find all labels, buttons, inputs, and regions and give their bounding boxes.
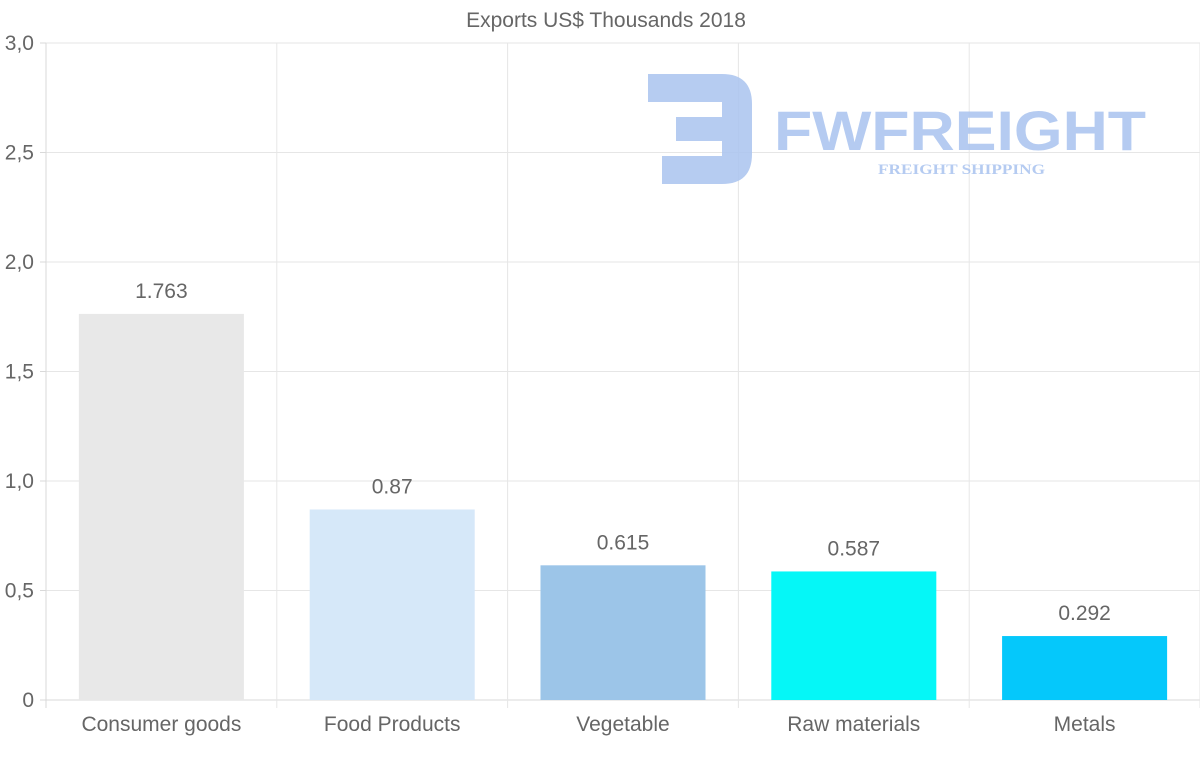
x-axis: Consumer goods Food Products Vegetable Raw …	[81, 713, 1115, 736]
data-label: 0.615	[597, 531, 650, 554]
data-label: 0.87	[372, 475, 413, 498]
y-tick-label: 1,5	[5, 361, 34, 384]
y-tick-label: 3,0	[5, 32, 34, 55]
y-tick-label: 0	[22, 689, 34, 712]
fwfreight-watermark-logo: FWFREIGHT FREIGHT SHIPPING	[648, 74, 1146, 184]
y-tick-label: 2,0	[5, 251, 34, 274]
y-tick-label: 0,5	[5, 580, 34, 603]
bar-raw-materials	[771, 571, 937, 700]
watermark-brand: FWFREIGHT	[774, 99, 1146, 162]
y-tick-label: 2,5	[5, 142, 34, 165]
watermark-tagline: FREIGHT SHIPPING	[878, 162, 1045, 178]
y-tick-label: 1,0	[5, 470, 34, 493]
bar-metals	[1002, 636, 1168, 700]
data-label: 0.587	[828, 537, 881, 560]
x-tick-label: Metals	[1054, 713, 1116, 736]
fwfreight-logo-icon	[648, 74, 752, 184]
x-tick-label: Vegetable	[576, 713, 669, 736]
data-label: 0.292	[1058, 602, 1111, 625]
x-tick-label: Consumer goods	[81, 713, 241, 736]
bars	[78, 313, 1168, 700]
x-tick-label: Raw materials	[787, 713, 920, 736]
x-tick-label: Food Products	[324, 713, 461, 736]
y-axis: 0 0,5 1,0 1,5 2,0 2,5 3,0	[5, 32, 34, 712]
bar-consumer-goods	[78, 313, 244, 700]
data-labels: 1.763 0.87 0.615 0.587 0.292	[135, 280, 1111, 625]
chart-title: Exports US$ Thousands 2018	[466, 9, 746, 32]
bar-vegetable	[540, 565, 706, 700]
data-label: 1.763	[135, 280, 188, 303]
bar-food-products	[309, 509, 475, 700]
